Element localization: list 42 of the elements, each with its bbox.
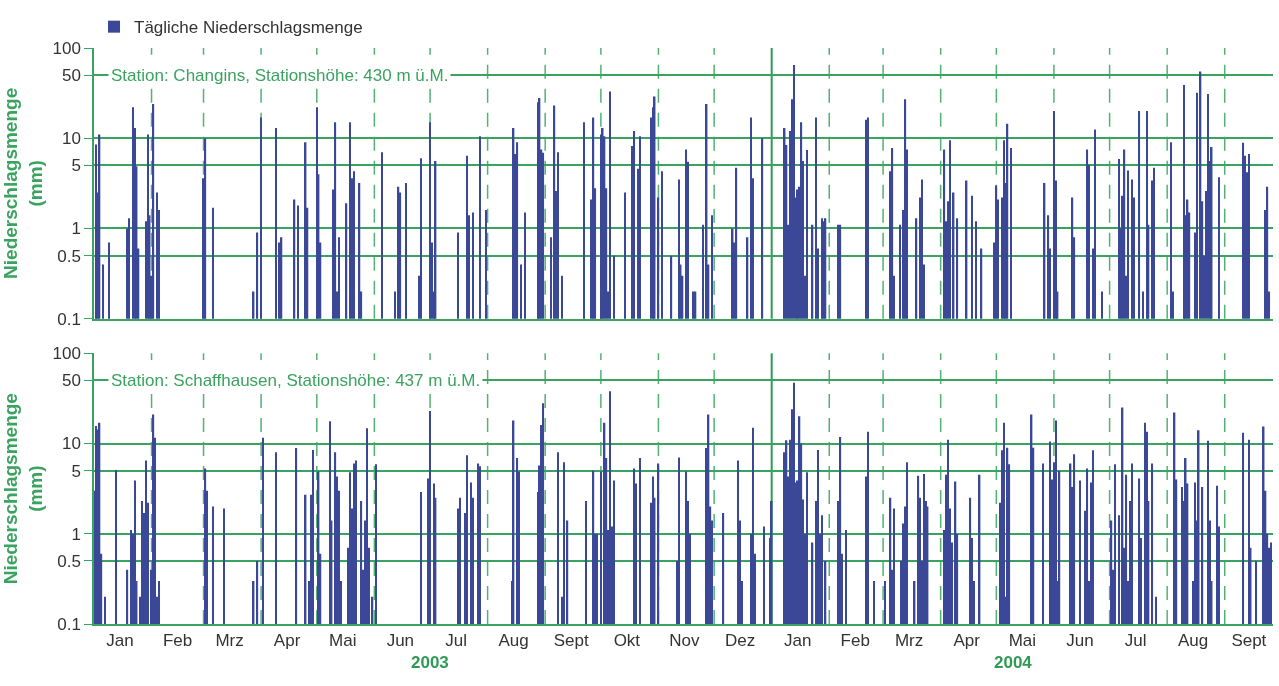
legend-label: Tägliche Niederschlagsmenge [134,18,363,38]
y-tick-label: 50 [61,66,81,86]
y-tick-label: 100 [52,38,81,58]
x-tick-label: Mai [329,631,357,651]
x-tick-label: Jan [106,631,134,651]
x-tick-label: Jun [1066,631,1094,651]
y-tick-label: 0.1 [57,309,81,329]
y-tick-label: 50 [61,371,81,391]
y-tick-label: 10 [61,129,81,149]
y-tick-label: 5 [71,461,81,481]
x-tick-label: Jul [445,631,467,651]
y-axis-title: Niederschlagsmenge (mm) [0,393,46,585]
y-axis-title: Niederschlagsmenge (mm) [0,87,46,279]
x-tick-label: Mai [1008,631,1037,651]
x-tick-label: Aug [1178,631,1209,651]
x-tick-label: Okt [613,631,641,651]
x-tick-label: Apr [273,631,301,651]
annotation: Station: Schaffhausen, Stationshöhe: 437 m ü.M. [111,371,481,390]
x-tick-label: Apr [953,631,981,651]
y-tick-label: 0.5 [57,551,81,571]
annotation: 2004 [994,653,1033,672]
y-tick-label: 5 [71,156,81,176]
x-tick-label: Feb [840,631,870,651]
x-tick-label: Sept [553,631,589,651]
annotation: 2003 [411,653,449,672]
x-tick-label: Mrz [215,631,244,651]
y-tick-label: 100 [52,344,81,364]
y-tick-label: 0.1 [57,614,81,634]
x-tick-label: Sept [1231,631,1267,651]
x-tick-label: Mrz [894,631,924,651]
x-tick-label: Jan [783,631,812,651]
x-tick-label: Feb [162,631,193,651]
x-tick-label: Jun [386,631,415,651]
x-tick-label: Nov [669,631,701,651]
y-tick-label: 1 [71,219,81,239]
y-tick-label: 10 [61,434,81,454]
y-tick-label: 0.5 [57,246,81,266]
x-tick-label: Aug [498,631,529,651]
x-tick-label: Jul [1124,631,1147,651]
y-tick-label: 1 [71,524,81,544]
x-tick-label: Dez [725,631,756,651]
annotation: Station: Changins, Stationshöhe: 430 m ü.M. [111,66,449,85]
